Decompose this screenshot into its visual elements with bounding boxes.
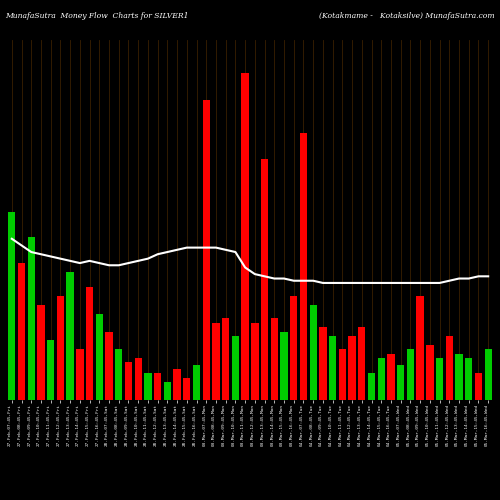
Bar	[134, 358, 142, 400]
Bar	[144, 374, 152, 400]
Bar	[310, 305, 317, 400]
Bar	[446, 336, 453, 400]
Bar	[378, 358, 385, 400]
Bar	[456, 354, 462, 400]
Bar	[18, 263, 25, 400]
Bar	[475, 374, 482, 400]
Bar	[338, 349, 346, 400]
Bar	[8, 212, 16, 400]
Bar	[348, 336, 356, 400]
Bar	[57, 296, 64, 400]
Bar	[416, 296, 424, 400]
Bar	[115, 349, 122, 400]
Bar	[202, 100, 210, 400]
Bar	[183, 378, 190, 400]
Bar	[465, 358, 472, 400]
Bar	[193, 364, 200, 400]
Bar	[96, 314, 103, 400]
Bar	[300, 133, 307, 400]
Bar	[222, 318, 230, 400]
Bar	[66, 272, 74, 400]
Bar	[76, 349, 84, 400]
Bar	[212, 322, 220, 400]
Bar	[154, 374, 162, 400]
Bar	[164, 382, 171, 400]
Bar	[261, 160, 268, 400]
Bar	[28, 236, 35, 400]
Bar	[280, 332, 287, 400]
Bar	[358, 327, 366, 400]
Bar	[290, 296, 298, 400]
Bar	[484, 349, 492, 400]
Bar	[251, 322, 258, 400]
Bar	[368, 374, 375, 400]
Bar	[232, 336, 239, 400]
Bar	[397, 364, 404, 400]
Text: MunafaSutra  Money Flow  Charts for SILVER1: MunafaSutra Money Flow Charts for SILVER…	[5, 12, 188, 20]
Bar	[320, 327, 326, 400]
Bar	[436, 358, 443, 400]
Bar	[38, 305, 44, 400]
Bar	[242, 73, 249, 400]
Bar	[426, 345, 434, 400]
Bar	[270, 318, 278, 400]
Bar	[329, 336, 336, 400]
Bar	[174, 369, 180, 400]
Bar	[106, 332, 112, 400]
Text: (Kotakmame -   Kotaksilve) MunafaSutra.com: (Kotakmame - Kotaksilve) MunafaSutra.com	[320, 12, 495, 20]
Bar	[407, 349, 414, 400]
Bar	[125, 362, 132, 400]
Bar	[388, 354, 394, 400]
Bar	[86, 288, 93, 400]
Bar	[47, 340, 54, 400]
